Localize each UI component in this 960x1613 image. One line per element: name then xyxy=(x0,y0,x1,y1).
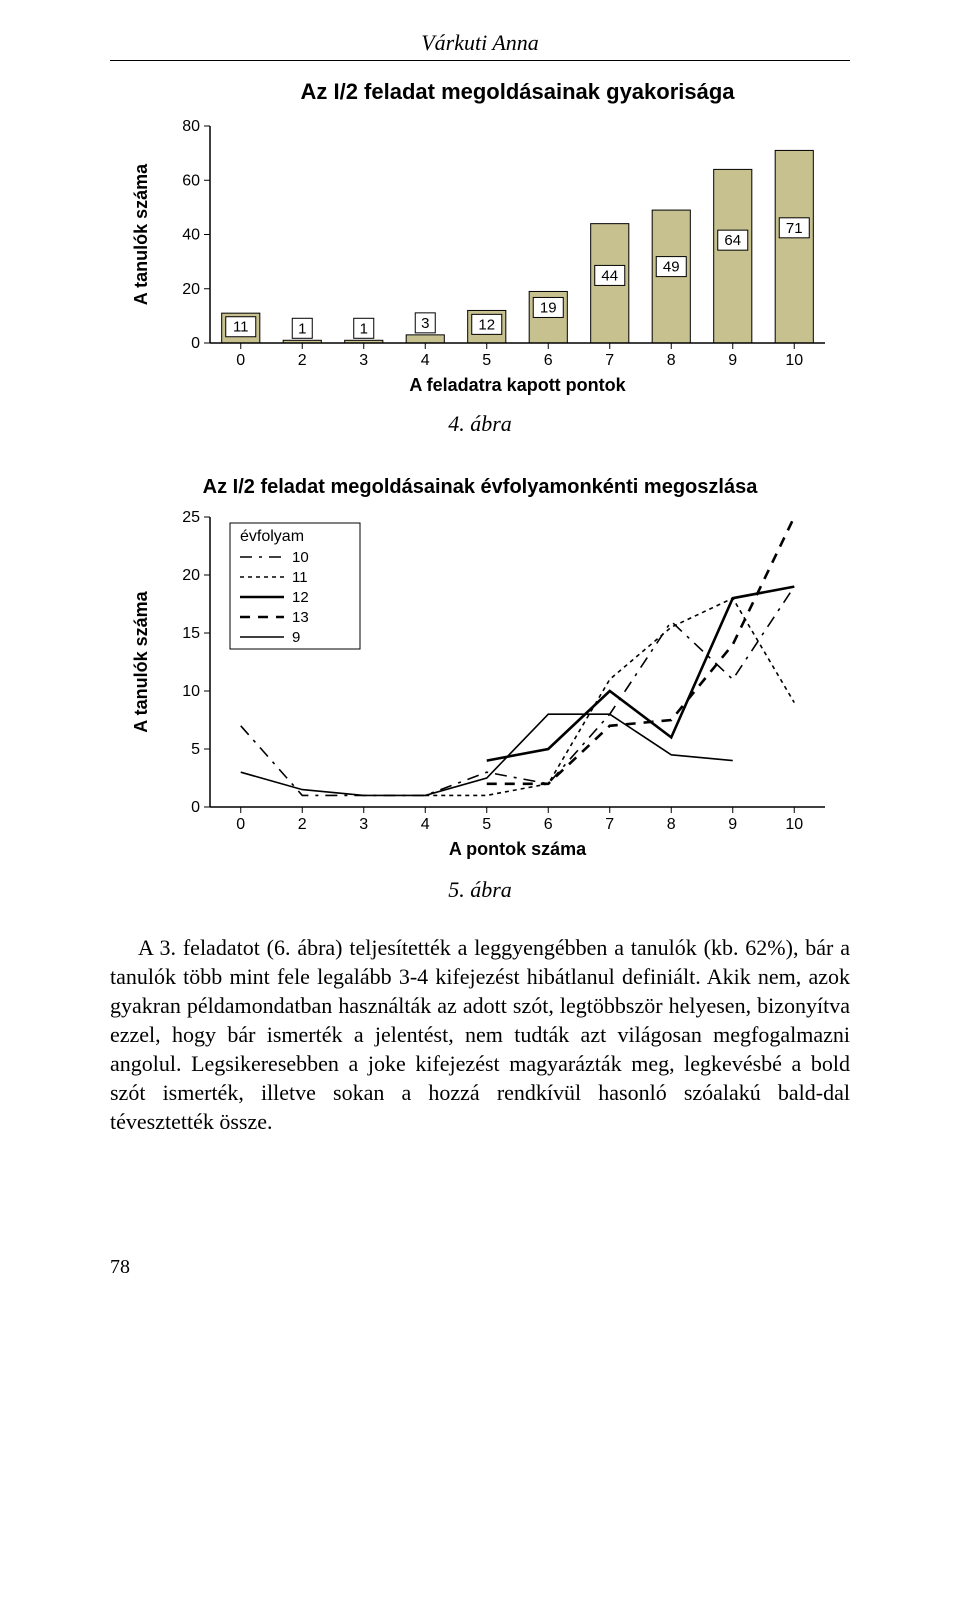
svg-text:3: 3 xyxy=(359,352,368,369)
svg-text:7: 7 xyxy=(605,816,614,833)
svg-text:10: 10 xyxy=(182,683,200,700)
svg-text:5: 5 xyxy=(191,741,200,758)
svg-text:10: 10 xyxy=(292,549,309,566)
svg-text:A tanulók száma: A tanulók száma xyxy=(131,590,151,732)
svg-text:11: 11 xyxy=(233,319,249,336)
svg-text:10: 10 xyxy=(785,352,803,369)
svg-text:13: 13 xyxy=(292,609,309,626)
svg-text:12: 12 xyxy=(478,316,495,333)
line-chart: Az I/2 feladat megoldásainak évfolyamonk… xyxy=(115,467,845,867)
svg-text:Az I/2 feladat megoldásainak é: Az I/2 feladat megoldásainak évfolyamonk… xyxy=(203,476,759,498)
svg-text:71: 71 xyxy=(786,220,803,237)
author-rule xyxy=(110,60,850,61)
svg-text:0: 0 xyxy=(236,816,245,833)
svg-text:9: 9 xyxy=(728,816,737,833)
svg-text:25: 25 xyxy=(182,509,200,526)
paragraph: A 3. feladatot (6. ábra) teljesítették a… xyxy=(110,933,850,1136)
svg-text:20: 20 xyxy=(182,281,200,298)
svg-text:80: 80 xyxy=(182,118,200,135)
svg-text:1: 1 xyxy=(298,320,306,337)
svg-text:évfolyam: évfolyam xyxy=(240,528,304,545)
svg-text:9: 9 xyxy=(728,352,737,369)
svg-text:5: 5 xyxy=(482,352,491,369)
page-number: 78 xyxy=(110,1256,850,1279)
svg-text:A feladatra kapott pontok: A feladatra kapott pontok xyxy=(409,375,626,395)
svg-text:Az I/2 feladat megoldásainak g: Az I/2 feladat megoldásainak gyakorisága xyxy=(300,79,735,104)
svg-text:4: 4 xyxy=(421,352,430,369)
svg-text:0: 0 xyxy=(191,799,200,816)
author-name: Várkuti Anna xyxy=(110,30,850,56)
svg-text:44: 44 xyxy=(601,267,618,284)
svg-text:9: 9 xyxy=(292,629,300,646)
bar-chart: Az I/2 feladat megoldásainak gyakorisága… xyxy=(115,71,845,401)
svg-text:A tanulók száma: A tanulók száma xyxy=(131,163,151,305)
svg-text:8: 8 xyxy=(667,352,676,369)
svg-text:49: 49 xyxy=(663,259,680,276)
svg-text:3: 3 xyxy=(359,816,368,833)
svg-text:A pontok száma: A pontok száma xyxy=(449,839,587,859)
svg-text:11: 11 xyxy=(292,569,308,586)
svg-text:19: 19 xyxy=(540,299,557,316)
svg-text:2: 2 xyxy=(298,352,307,369)
svg-text:2: 2 xyxy=(298,816,307,833)
svg-text:64: 64 xyxy=(724,232,741,249)
svg-text:15: 15 xyxy=(182,625,200,642)
svg-text:10: 10 xyxy=(785,816,803,833)
bar-chart-caption: 4. ábra xyxy=(110,411,850,437)
svg-text:12: 12 xyxy=(292,589,309,606)
line-chart-container: Az I/2 feladat megoldásainak évfolyamonk… xyxy=(110,467,850,867)
bar-chart-container: Az I/2 feladat megoldásainak gyakorisága… xyxy=(110,71,850,401)
svg-text:8: 8 xyxy=(667,816,676,833)
svg-text:6: 6 xyxy=(544,816,553,833)
svg-text:6: 6 xyxy=(544,352,553,369)
svg-text:20: 20 xyxy=(182,567,200,584)
svg-text:0: 0 xyxy=(236,352,245,369)
svg-text:7: 7 xyxy=(605,352,614,369)
line-chart-caption: 5. ábra xyxy=(110,877,850,903)
svg-text:3: 3 xyxy=(421,315,429,332)
svg-text:5: 5 xyxy=(482,816,491,833)
svg-text:4: 4 xyxy=(421,816,430,833)
svg-text:60: 60 xyxy=(182,172,200,189)
svg-text:0: 0 xyxy=(191,335,200,352)
svg-text:1: 1 xyxy=(360,320,368,337)
svg-text:40: 40 xyxy=(182,227,200,244)
